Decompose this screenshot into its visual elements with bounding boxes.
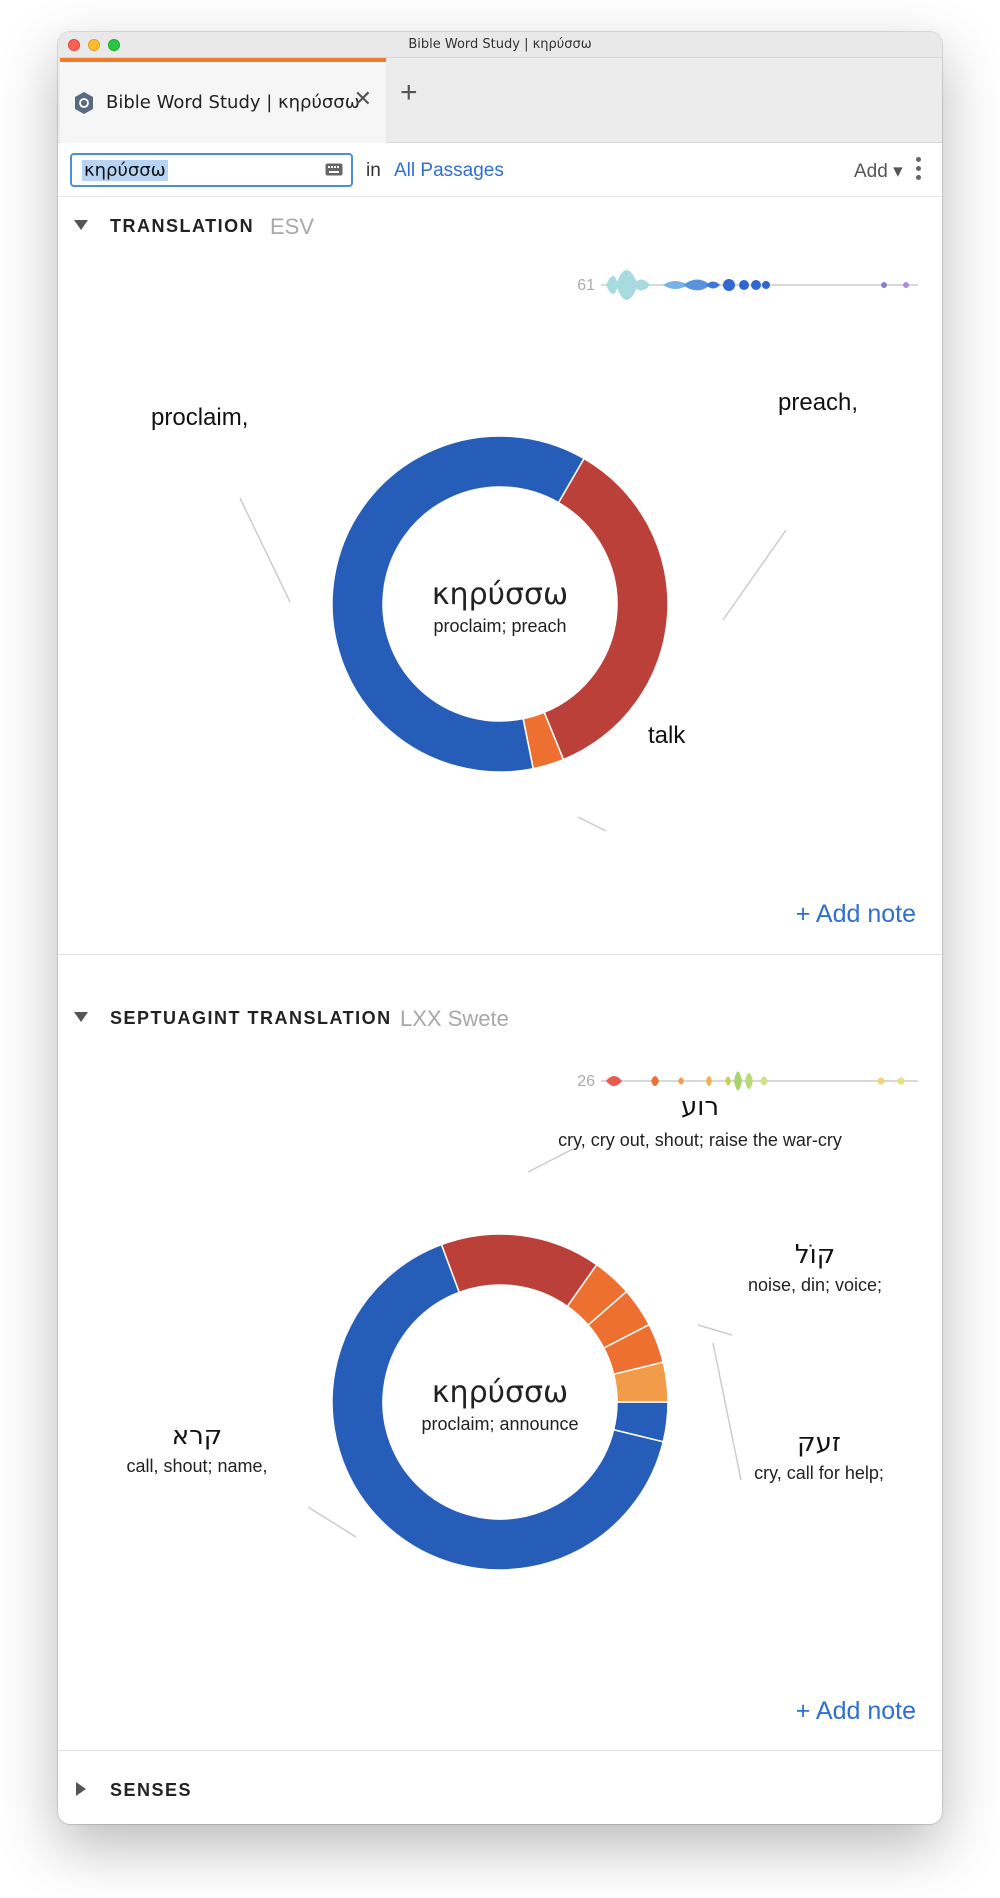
translation-chart: 61 proclaim, preach, talk κηρύσσω procla… xyxy=(151,270,918,832)
section-senses-header[interactable]: SENSES xyxy=(58,1772,942,1812)
occurrence-sparkline[interactable]: 26 xyxy=(577,1071,918,1091)
occurrence-count: 61 xyxy=(577,277,595,294)
slice-label-preach: preach, xyxy=(778,389,858,416)
section-title: SENSES xyxy=(110,1780,193,1800)
new-tab-button[interactable]: + xyxy=(400,76,418,109)
slice-gloss-rua: cry, cry out, shout; raise the war-cry xyxy=(558,1130,842,1150)
search-value: κηρύσσω xyxy=(82,159,168,181)
minimize-window-button[interactable] xyxy=(88,39,100,51)
title-bar: Bible Word Study | κηρύσσω xyxy=(58,32,942,58)
donut-slice-1[interactable] xyxy=(331,1243,665,1571)
leader-line xyxy=(307,1506,357,1538)
window-controls xyxy=(68,39,120,51)
section-title: SEPTUAGINT TRANSLATION xyxy=(110,1008,392,1028)
add-menu-button[interactable]: Add ▾ xyxy=(854,161,903,182)
collapse-caret-icon[interactable] xyxy=(74,1012,88,1022)
slice-gloss-qol: noise, din; voice; xyxy=(748,1275,882,1295)
section-divider xyxy=(58,954,942,955)
slice-gloss-zaaq: cry, call for help; xyxy=(754,1463,884,1483)
tab-close-icon[interactable]: ✕ xyxy=(353,86,372,111)
expand-caret-icon[interactable] xyxy=(76,1782,86,1796)
lxx-chart: 26 רוע cry, cry out, shout; raise the wa… xyxy=(126,1071,918,1571)
slice-label-rua: רוע xyxy=(681,1092,719,1122)
logos-app-icon xyxy=(75,91,93,114)
tab-bar: Bible Word Study | κηρύσσω ✕ + xyxy=(58,58,942,143)
search-input[interactable]: κηρύσσω xyxy=(70,153,353,187)
donut-slice-6[interactable] xyxy=(612,1361,669,1403)
collapse-caret-icon[interactable] xyxy=(74,220,88,230)
center-gloss: proclaim; preach xyxy=(433,616,566,636)
section-title: TRANSLATION xyxy=(110,216,255,236)
slice-label-talk: talk xyxy=(648,722,686,749)
donut-slice-2[interactable] xyxy=(331,435,586,773)
occurrence-count: 26 xyxy=(577,1073,595,1090)
lxx-donut xyxy=(331,1233,669,1571)
center-word: κηρύσσω xyxy=(432,1375,568,1410)
slice-label-qara: קרא xyxy=(172,1421,223,1451)
leader-line xyxy=(712,1342,742,1481)
leader-line xyxy=(577,816,607,832)
donut-slice-0[interactable] xyxy=(543,457,669,761)
translation-donut xyxy=(331,435,669,773)
leader-line xyxy=(722,529,787,621)
more-options-icon[interactable] xyxy=(916,157,922,181)
section-lxx-header[interactable]: SEPTUAGINT TRANSLATION LXX Swete xyxy=(58,1000,942,1040)
center-gloss: proclaim; announce xyxy=(421,1414,578,1434)
window-title: Bible Word Study | κηρύσσω xyxy=(408,37,592,52)
section-divider xyxy=(58,1750,942,1751)
close-window-button[interactable] xyxy=(68,39,80,51)
section-translation-header[interactable]: TRANSLATION ESV xyxy=(58,208,942,248)
slice-label-zaaq: זעק xyxy=(797,1428,841,1458)
center-word: κηρύσσω xyxy=(432,577,568,612)
tab-label: Bible Word Study | κηρύσσω xyxy=(106,92,360,113)
passages-link[interactable]: All Passages xyxy=(394,160,504,181)
add-note-button[interactable]: + Add note xyxy=(795,1697,916,1725)
leader-line xyxy=(697,1324,733,1336)
tab-word-study[interactable]: Bible Word Study | κηρύσσω ✕ xyxy=(60,58,386,143)
toolbar: κηρύσσω in All Passages Add ▾ xyxy=(58,143,942,197)
donut-slice-2[interactable] xyxy=(440,1233,598,1308)
keyboard-icon[interactable] xyxy=(325,163,343,176)
in-label: in xyxy=(366,160,381,181)
slice-label-proclaim: proclaim, xyxy=(151,404,248,431)
app-window: Bible Word Study | κηρύσσω Bible Word St… xyxy=(58,32,942,1824)
leader-line xyxy=(239,497,291,603)
section-source[interactable]: LXX Swete xyxy=(400,1006,509,1031)
slice-label-qol: קוֹל xyxy=(795,1240,835,1270)
occurrence-sparkline[interactable]: 61 xyxy=(577,270,918,300)
leader-line xyxy=(527,1148,574,1173)
section-source[interactable]: ESV xyxy=(270,214,315,239)
slice-gloss-qara: call, shout; name, xyxy=(126,1456,267,1476)
add-note-button[interactable]: + Add note xyxy=(795,900,916,928)
maximize-window-button[interactable] xyxy=(108,39,120,51)
